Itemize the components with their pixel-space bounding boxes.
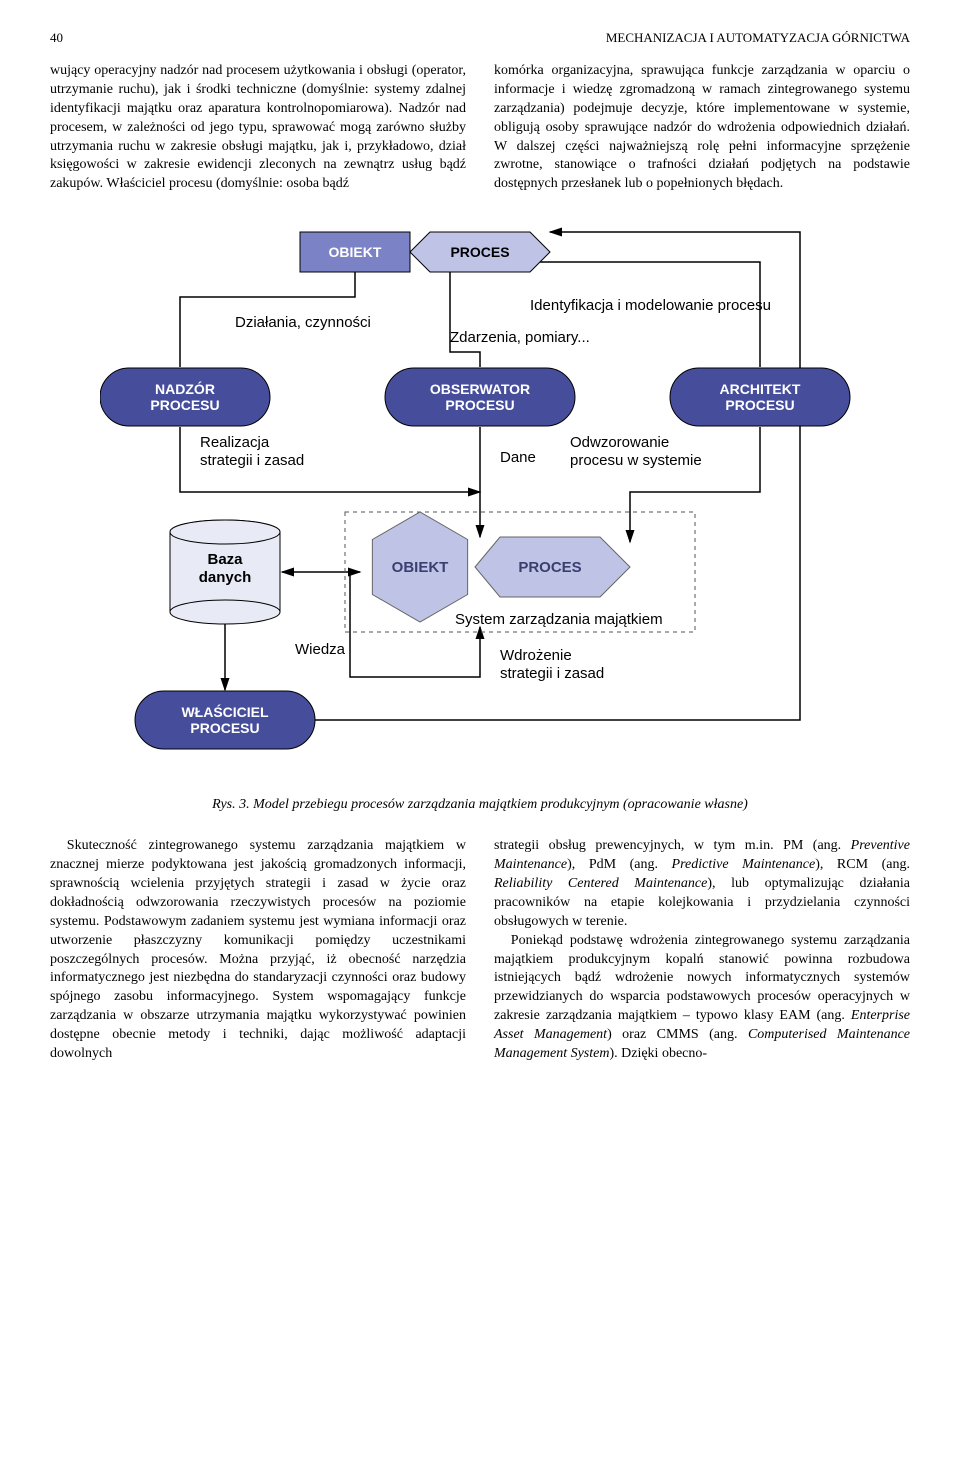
bottom-left-para: Skuteczność zintegrowanego systemu zarzą… [50, 837, 466, 1064]
svg-text:danych: danych [199, 569, 252, 586]
svg-text:NADZÓR: NADZÓR [155, 380, 215, 397]
top-right-column: komórka organizacyjna, sprawująca funkcj… [494, 62, 910, 194]
figure-caption: Rys. 3. Model przebiegu procesów zarządz… [50, 797, 910, 813]
svg-text:Odwzorowanie: Odwzorowanie [570, 434, 669, 451]
svg-text:PROCES: PROCES [518, 559, 581, 576]
svg-text:Wdrożenie: Wdrożenie [500, 647, 572, 664]
svg-text:Baza: Baza [207, 551, 243, 568]
svg-text:PROCES: PROCES [450, 244, 509, 260]
svg-text:strategii i zasad: strategii i zasad [200, 452, 304, 469]
svg-text:strategii i zasad: strategii i zasad [500, 665, 604, 682]
diagram-svg: OBIEKT PROCES Działania, czynności Identyfi… [100, 222, 860, 782]
svg-text:PROCESU: PROCESU [150, 397, 219, 413]
svg-text:Wiedza: Wiedza [295, 641, 346, 658]
page-header: 40 MECHANIZACJA I AUTOMATYZACJA GÓRNICTW… [50, 30, 910, 46]
bottom-left-column: Skuteczność zintegrowanego systemu zarzą… [50, 837, 466, 1064]
svg-text:procesu w systemie: procesu w systemie [570, 452, 702, 469]
svg-text:Zdarzenia, pomiary...: Zdarzenia, pomiary... [450, 329, 590, 346]
page: 40 MECHANIZACJA I AUTOMATYZACJA GÓRNICTW… [0, 0, 960, 1104]
page-number: 40 [50, 30, 63, 46]
svg-text:Działania, czynności: Działania, czynności [235, 314, 371, 331]
bottom-right-column: strategii obsług prewencyjnych, w tym m.… [494, 837, 910, 1064]
svg-text:ARCHITEKT: ARCHITEKT [720, 381, 801, 397]
svg-text:PROCESU: PROCESU [190, 720, 259, 736]
svg-text:OBIEKT: OBIEKT [329, 244, 382, 260]
top-text-columns: wujący operacyjny nadzór nad procesem uż… [50, 62, 910, 194]
svg-text:Realizacja: Realizacja [200, 434, 270, 451]
svg-text:PROCESU: PROCESU [725, 397, 794, 413]
bottom-text-columns: Skuteczność zintegrowanego systemu zarzą… [50, 837, 910, 1064]
svg-text:OBSERWATOR: OBSERWATOR [430, 381, 530, 397]
svg-text:System zarządzania majątkiem: System zarządzania majątkiem [455, 611, 663, 628]
top-left-column: wujący operacyjny nadzór nad procesem uż… [50, 62, 466, 194]
running-title: MECHANIZACJA I AUTOMATYZACJA GÓRNICTWA [606, 30, 910, 46]
svg-text:PROCESU: PROCESU [445, 397, 514, 413]
svg-text:Dane: Dane [500, 449, 536, 466]
bottom-right-para-1: strategii obsług prewencyjnych, w tym m.… [494, 837, 910, 931]
svg-text:WŁAŚCICIEL: WŁAŚCICIEL [181, 703, 269, 720]
diagram: OBIEKT PROCES Działania, czynności Identyfi… [100, 222, 860, 787]
svg-text:OBIEKT: OBIEKT [392, 559, 449, 576]
bottom-right-para-2: Poniekąd podstawę wdrożenia zintegrowane… [494, 932, 910, 1064]
svg-text:Identyfikacja i modelowanie pr: Identyfikacja i modelowanie procesu [530, 297, 771, 314]
